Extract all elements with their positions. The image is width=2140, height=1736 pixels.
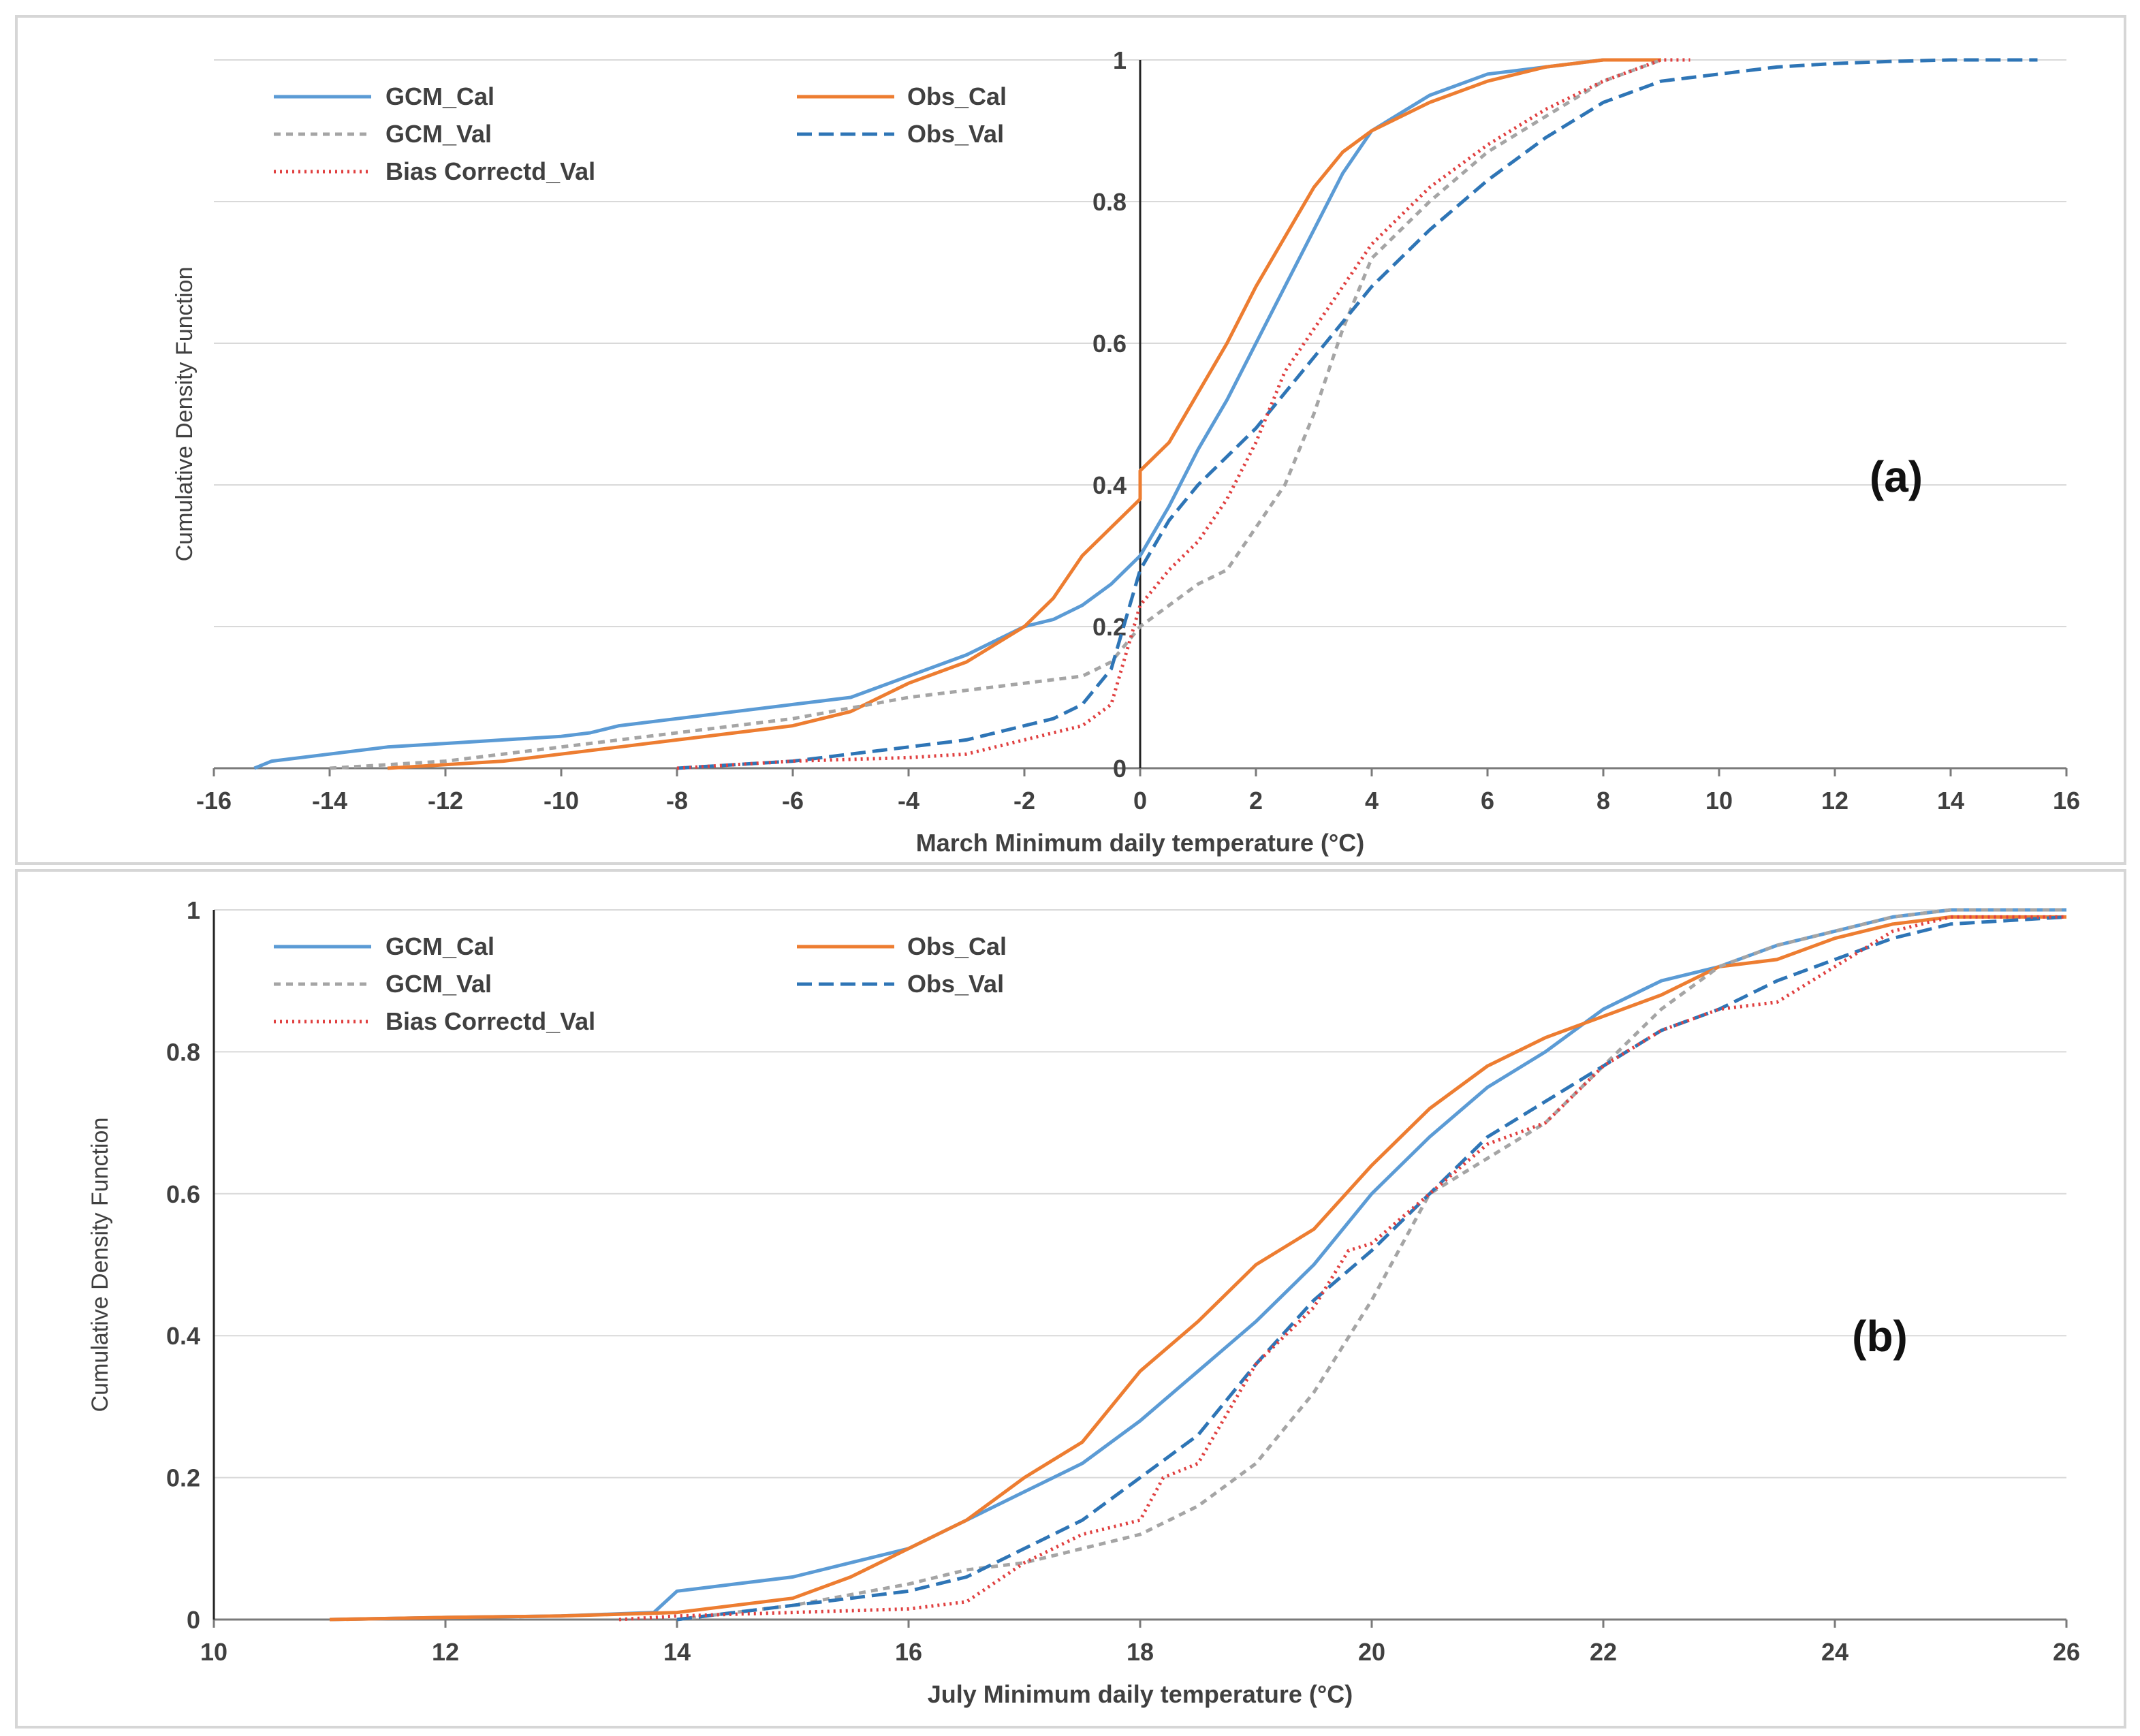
x-tick-label: -4 <box>898 787 919 815</box>
legend-label: Bias Correctd_Val <box>385 1007 595 1035</box>
series-line-gcm-val <box>329 58 1662 770</box>
x-tick-label: -10 <box>544 787 579 815</box>
chart-panel-b: 0 0.2 0.4 0.6 0.8 1 10 12 14 16 18 20 22 24 26 GCM_Cal O… <box>87 896 2080 1708</box>
x-tick-label: 14 <box>663 1638 691 1666</box>
legend-label: GCM_Cal <box>385 932 494 960</box>
x-tick-label: 4 <box>1365 787 1379 815</box>
y-tick-label: 0 <box>1113 755 1127 783</box>
series-line-obs-val <box>676 58 2038 770</box>
x-tick-label: 8 <box>1596 787 1610 815</box>
x-tick-label: 14 <box>1937 787 1964 815</box>
y-tick-label: 0.2 <box>166 1464 200 1492</box>
legend-label: Obs_Cal <box>907 932 1007 960</box>
x-tick-label: 22 <box>1590 1638 1617 1666</box>
y-axis-label: Cumulative Density Function <box>87 1118 113 1413</box>
series-line-obs-val <box>676 915 2067 1622</box>
y-tick-label: 1 <box>187 896 200 924</box>
legend-label: Bias Correctd_Val <box>385 157 595 185</box>
series-line-bias-correctd-val <box>676 58 1690 770</box>
x-axis-label: March Minimum daily temperature (°C) <box>916 829 1365 857</box>
panel-b-frame <box>15 869 2126 1729</box>
series-line-obs-cal <box>329 915 2066 1622</box>
y-tick-label: 1 <box>1113 46 1127 74</box>
series-line-obs-cal <box>387 58 1661 770</box>
y-tick-label: 0.4 <box>166 1322 200 1350</box>
x-tick-label: -12 <box>428 787 463 815</box>
x-tick-label: 18 <box>1127 1638 1154 1666</box>
x-tick-label: -14 <box>312 787 347 815</box>
y-tick-label: 0 <box>187 1606 200 1634</box>
series-line-bias-correctd-val <box>618 915 2066 1622</box>
series-line-gcm-val <box>676 908 2066 1622</box>
x-tick-label: 24 <box>1821 1638 1848 1666</box>
legend-label: Obs_Val <box>907 120 1004 148</box>
x-tick-label: 16 <box>895 1638 922 1666</box>
y-tick-label: 0.6 <box>166 1180 200 1208</box>
x-tick-label: 6 <box>1481 787 1494 815</box>
legend-label: Obs_Val <box>907 970 1004 998</box>
y-tick-label: 0.8 <box>1092 188 1127 216</box>
y-axis-label: Cumulative Density Function <box>172 267 198 562</box>
x-tick-label: -2 <box>1013 787 1035 815</box>
panel-a-frame <box>15 15 2126 865</box>
x-tick-label: 20 <box>1358 1638 1385 1666</box>
x-tick-label: 12 <box>1821 787 1848 815</box>
x-tick-label: -6 <box>782 787 804 815</box>
x-tick-label: 0 <box>1133 787 1147 815</box>
legend-label: GCM_Val <box>385 970 492 998</box>
y-tick-label: 0.8 <box>166 1038 200 1066</box>
x-tick-label: 10 <box>1705 787 1733 815</box>
x-tick-label: -8 <box>666 787 688 815</box>
x-tick-label: 10 <box>200 1638 227 1666</box>
x-axis-label: July Minimum daily temperature (°C) <box>928 1680 1353 1708</box>
x-tick-label: 12 <box>432 1638 459 1666</box>
legend-label: Obs_Cal <box>907 82 1007 110</box>
x-tick-label: -16 <box>196 787 232 815</box>
legend-label: GCM_Val <box>385 120 492 148</box>
legend-label: GCM_Cal <box>385 82 494 110</box>
y-tick-label: 0.6 <box>1092 330 1127 358</box>
x-tick-label: 26 <box>2053 1638 2080 1666</box>
chart-panel-a: 00.20.40.60.81-16 -14 -12 -10 -8 -6 -4 -2 0 2 4 6 8 1… <box>172 46 2080 857</box>
y-tick-label: 0.4 <box>1092 471 1127 499</box>
series-line-gcm-cal <box>253 58 1661 770</box>
x-tick-label: 2 <box>1249 787 1263 815</box>
panel-label: (a) <box>1870 452 1923 501</box>
panel-label: (b) <box>1852 1312 1908 1361</box>
x-tick-label: 16 <box>2053 787 2080 815</box>
